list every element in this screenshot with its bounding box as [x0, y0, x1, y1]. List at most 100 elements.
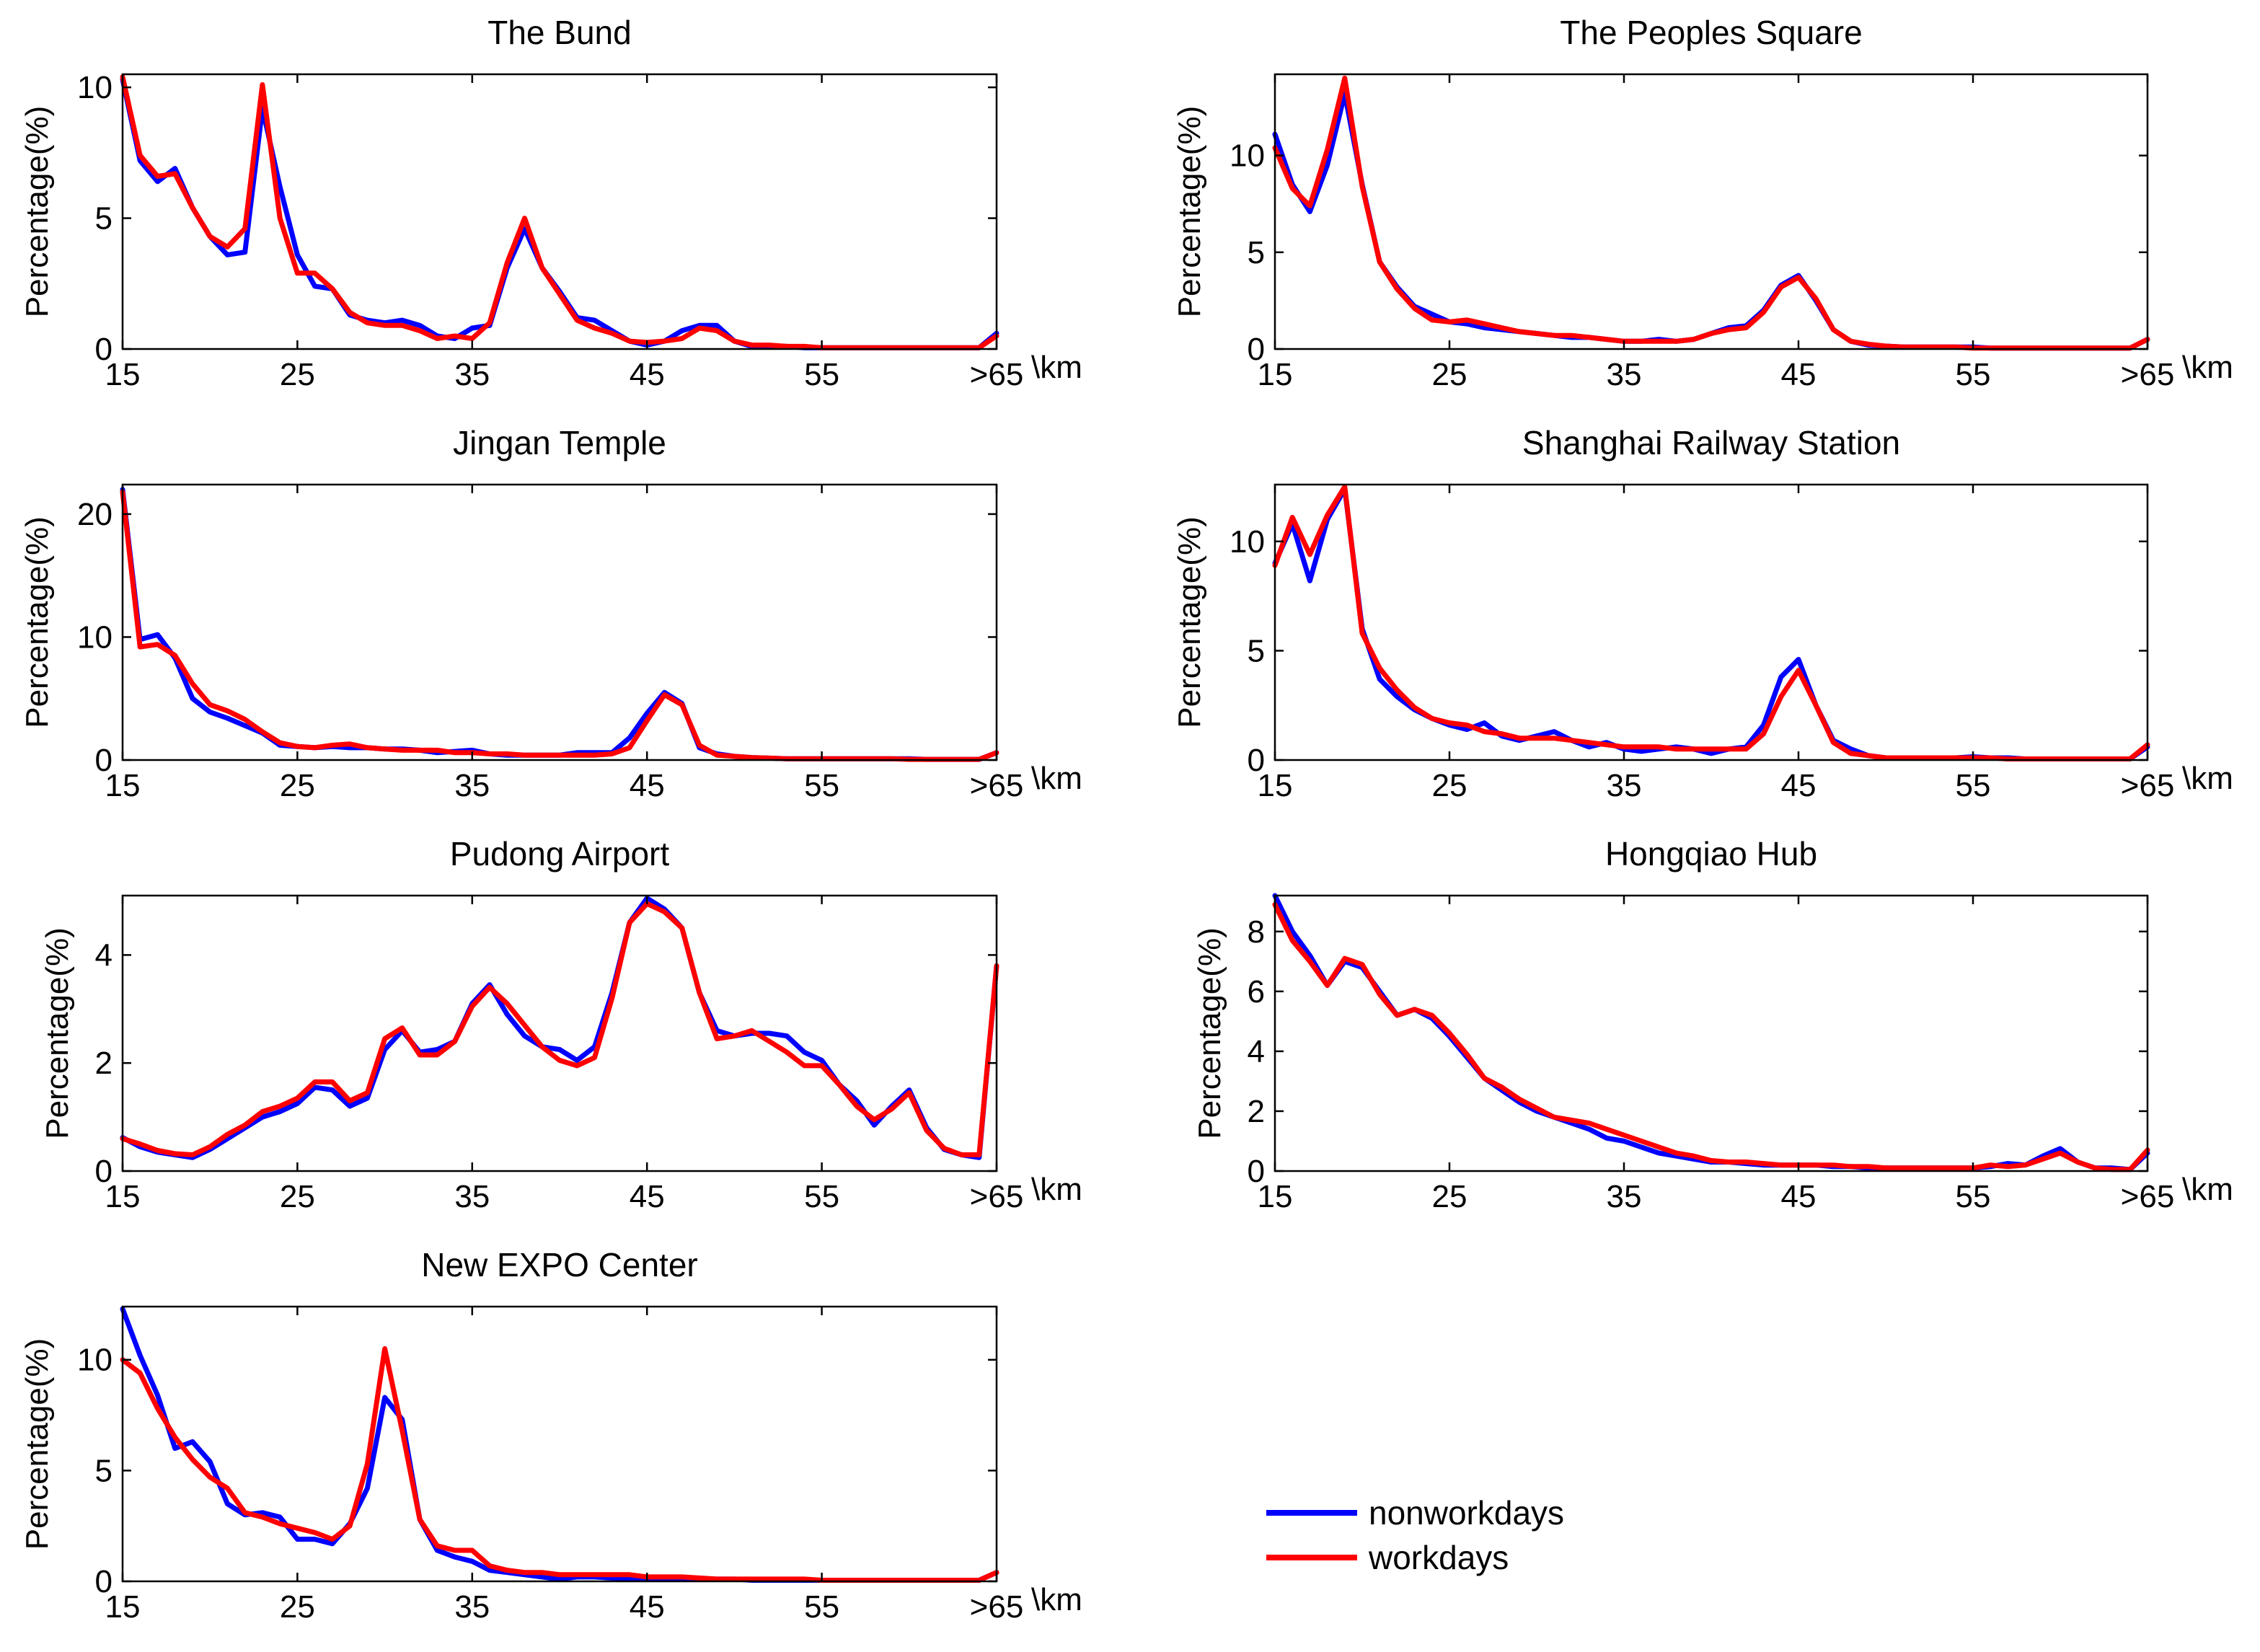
- y-tick-label: 0: [1248, 743, 1265, 778]
- x-tick-label: 15: [105, 1179, 141, 1214]
- y-tick-label: 2: [1248, 1094, 1265, 1129]
- x-tick-label: 55: [1956, 1179, 1991, 1214]
- x-tick-label: 55: [804, 768, 839, 803]
- chart-panel-3: Shanghai Railway Station 15 25 35 45 55 >65 0 5 1…: [1172, 424, 2233, 803]
- y-tick-label: 10: [1230, 524, 1265, 560]
- chart-title: Pudong Airport: [450, 835, 670, 873]
- y-tick-label: 5: [95, 201, 112, 237]
- y-tick-label: 2: [95, 1046, 112, 1081]
- y-tick-label: 8: [1248, 914, 1265, 950]
- y-tick-label: 5: [1248, 633, 1265, 668]
- plot-frame: [121, 483, 998, 761]
- chart-panel-5: Hongqiao Hub 15 25 35 45 55 >65 0 2 4 6 8 Percentage…: [1192, 835, 2233, 1214]
- x-tick-label: >65: [970, 1589, 1024, 1625]
- y-axis-label: Percentage(%): [1192, 927, 1227, 1139]
- x-axis-unit: \km: [1031, 1172, 1082, 1207]
- y-axis-label: Percentage(%): [1172, 516, 1207, 728]
- x-tick-label: 45: [630, 1179, 665, 1214]
- plot-frame: [1274, 483, 2149, 761]
- x-tick-label: 45: [1781, 1179, 1817, 1214]
- legend-label-workdays: workdays: [1368, 1539, 1509, 1576]
- y-tick-label: 5: [95, 1453, 112, 1488]
- y-axis-label: Percentage(%): [19, 516, 55, 728]
- plot-frame: [121, 894, 998, 1172]
- chart-title: The Bund: [487, 14, 631, 51]
- y-tick-label: 5: [1248, 235, 1265, 270]
- x-tick-label: >65: [2121, 357, 2175, 392]
- y-tick-label: 20: [77, 497, 112, 532]
- x-tick-label: 25: [280, 357, 315, 392]
- chart-title: New EXPO Center: [421, 1246, 697, 1284]
- series-line-nonworkdays: [120, 487, 999, 762]
- legend-label-nonworkdays: nonworkdays: [1369, 1494, 1564, 1532]
- x-tick-label: 35: [1607, 768, 1642, 803]
- y-tick-label: 0: [95, 1154, 112, 1189]
- plot-frame: [1274, 894, 2149, 1172]
- x-tick-label: 25: [1432, 768, 1467, 803]
- y-axis-label: Percentage(%): [19, 106, 55, 317]
- chart-title: Jingan Temple: [453, 424, 666, 461]
- series-line-workdays: [120, 489, 999, 762]
- x-tick-label: 45: [630, 768, 665, 803]
- y-tick-label: 4: [95, 937, 112, 973]
- y-tick-label: 10: [1230, 138, 1265, 174]
- chart-panel-1: The Peoples Square 15 25 35 45 55 >65 0 5 10 Perce…: [1172, 14, 2233, 392]
- series-line-nonworkdays: [1272, 486, 2150, 761]
- y-tick-label: 10: [77, 1343, 112, 1378]
- y-axis-label: Percentage(%): [19, 1338, 55, 1550]
- y-tick-label: 4: [1248, 1034, 1265, 1069]
- x-tick-label: 15: [1258, 1179, 1293, 1214]
- series-line-workdays: [1272, 75, 2150, 351]
- y-tick-label: 0: [95, 332, 112, 367]
- x-tick-label: 35: [1607, 357, 1642, 392]
- x-tick-label: >65: [970, 357, 1024, 392]
- chart-title: The Peoples Square: [1560, 14, 1862, 51]
- x-axis-unit: \km: [2182, 1172, 2233, 1207]
- series-line-nonworkdays: [120, 1306, 999, 1583]
- x-axis-unit: \km: [1031, 350, 1082, 385]
- series-line-nonworkdays: [1272, 893, 2150, 1172]
- x-tick-label: 15: [1258, 768, 1293, 803]
- series-line-workdays: [1272, 484, 2150, 761]
- y-tick-label: 0: [95, 1564, 112, 1599]
- x-axis-unit: \km: [1031, 1582, 1082, 1617]
- x-tick-label: 45: [1781, 768, 1817, 803]
- y-tick-label: 6: [1248, 974, 1265, 1010]
- x-axis-unit: \km: [2182, 350, 2233, 385]
- x-tick-label: 15: [105, 1589, 141, 1625]
- x-tick-label: 35: [454, 357, 490, 392]
- x-tick-label: 45: [1781, 357, 1817, 392]
- x-tick-label: 45: [630, 357, 665, 392]
- y-tick-label: 0: [1248, 1154, 1265, 1189]
- y-tick-label: 10: [77, 619, 112, 655]
- series-line-nonworkdays: [120, 76, 999, 350]
- x-tick-label: 55: [804, 1589, 839, 1625]
- series-line-workdays: [120, 901, 999, 1157]
- x-tick-label: 35: [454, 768, 490, 803]
- plot-frame: [1274, 73, 2149, 350]
- y-axis-label: Percentage(%): [1172, 106, 1207, 317]
- x-axis-unit: \km: [1031, 761, 1082, 796]
- x-tick-label: 55: [1956, 768, 1991, 803]
- x-tick-label: 35: [454, 1589, 490, 1625]
- x-axis-unit: \km: [2182, 761, 2233, 796]
- x-tick-label: >65: [2121, 1179, 2175, 1214]
- x-tick-label: 55: [804, 357, 839, 392]
- y-tick-label: 0: [1248, 332, 1265, 367]
- y-tick-label: 10: [77, 70, 112, 105]
- chart-title: Shanghai Railway Station: [1522, 424, 1900, 461]
- plot-frame: [121, 73, 998, 350]
- y-axis-label: Percentage(%): [40, 927, 75, 1139]
- x-tick-label: >65: [970, 768, 1024, 803]
- chart-panel-0: The Bund 15 25 35 45 55 >65 0 5 10 Percentage(%) \k…: [19, 14, 1082, 392]
- x-tick-label: 25: [280, 768, 315, 803]
- x-tick-label: 25: [280, 1179, 315, 1214]
- chart-panel-4: Pudong Airport 15 25 35 45 55 >65 0 2 4 Percentage…: [40, 835, 1082, 1214]
- x-tick-label: 25: [280, 1589, 315, 1625]
- x-tick-label: 55: [1956, 357, 1991, 392]
- series-line-nonworkdays: [1272, 91, 2150, 351]
- x-tick-label: 55: [804, 1179, 839, 1214]
- chart-panel-6: New EXPO Center 15 25 35 45 55 >65 0 5 10 Percenta…: [19, 1246, 1082, 1625]
- series-line-workdays: [120, 1346, 999, 1583]
